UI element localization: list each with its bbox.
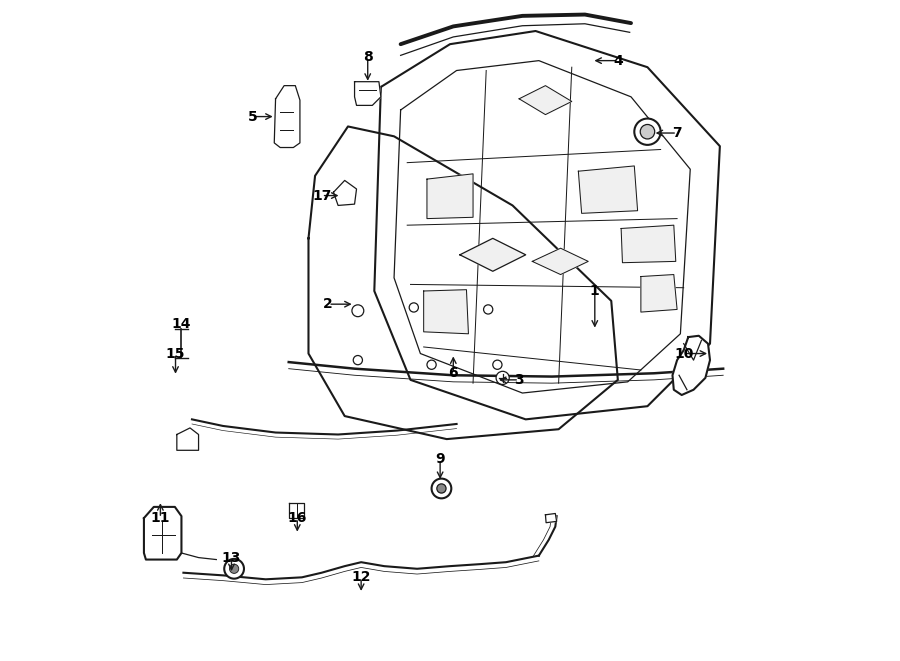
Polygon shape (176, 428, 199, 450)
Polygon shape (144, 507, 182, 560)
Text: 1: 1 (590, 284, 599, 298)
Polygon shape (519, 86, 572, 114)
Polygon shape (641, 274, 677, 312)
Polygon shape (460, 239, 526, 271)
Text: 8: 8 (363, 50, 373, 64)
Circle shape (634, 118, 661, 145)
Polygon shape (621, 225, 676, 262)
Circle shape (230, 564, 238, 573)
Text: 14: 14 (172, 317, 191, 331)
Text: 11: 11 (150, 511, 170, 525)
Text: 5: 5 (248, 110, 257, 124)
Text: 13: 13 (221, 551, 241, 564)
Text: 4: 4 (613, 54, 623, 67)
Text: 9: 9 (436, 452, 445, 466)
Polygon shape (355, 82, 381, 105)
Circle shape (496, 371, 509, 385)
Text: 7: 7 (672, 126, 682, 140)
Polygon shape (374, 31, 720, 419)
Text: 6: 6 (448, 366, 458, 380)
Polygon shape (579, 166, 637, 214)
Text: 3: 3 (514, 373, 524, 387)
Polygon shape (334, 180, 356, 206)
Polygon shape (290, 503, 304, 518)
Circle shape (436, 484, 446, 493)
Polygon shape (672, 336, 710, 395)
Polygon shape (309, 126, 617, 439)
Circle shape (224, 559, 244, 578)
Text: 17: 17 (312, 188, 331, 202)
Polygon shape (427, 174, 473, 219)
Text: 16: 16 (288, 511, 307, 525)
Circle shape (432, 479, 451, 498)
Text: 15: 15 (166, 346, 185, 360)
Polygon shape (545, 514, 556, 523)
Text: 2: 2 (323, 297, 333, 311)
Text: 12: 12 (351, 570, 371, 584)
Circle shape (640, 124, 654, 139)
Polygon shape (532, 249, 589, 274)
Text: 10: 10 (674, 346, 693, 360)
Polygon shape (424, 290, 468, 334)
Polygon shape (274, 86, 300, 147)
